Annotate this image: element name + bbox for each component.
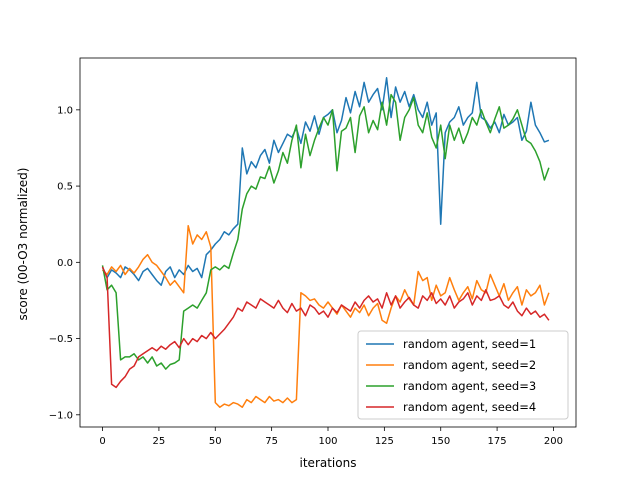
legend-box [357,330,569,420]
x-axis-label: iterations [300,456,357,470]
legend-label-seed-3: random agent, seed=3 [403,379,536,393]
series-line-seed-2 [101,224,550,408]
series-line-seed-4 [101,266,550,389]
x-tick-label: 25 [153,436,166,447]
x-tick-label: 0 [99,436,105,447]
y-tick-label: −1.0 [49,410,73,421]
y-tick-label: 1.0 [57,105,73,116]
legend-label-seed-2: random agent, seed=2 [403,358,536,372]
axes: 0 25 50 75 100 125 150 175 200 −1.0 −0.5 0.0 0.5 1.0 [49,57,577,447]
series-line-seed-3 [101,93,550,370]
legend: random agent, seed=1 random agent, seed=2… [357,330,569,420]
legend-label-seed-1: random agent, seed=1 [403,337,536,351]
y-axis-label: score (00-O3 normalized) [16,168,30,321]
x-tick-label: 175 [488,436,507,447]
y-tick-label: 0.5 [57,182,73,193]
x-tick-label: 150 [431,436,450,447]
x-tick-label: 50 [209,436,222,447]
x-tick-label: 125 [375,436,394,447]
series-lines [101,77,550,408]
y-tick-label: −0.5 [49,334,73,345]
legend-label-seed-4: random agent, seed=4 [403,400,536,414]
x-tick-label: 200 [544,436,563,447]
series-line-seed-1 [101,77,550,286]
x-tick-label: 100 [318,436,337,447]
x-tick-label: 75 [265,436,278,447]
y-tick-label: 0.0 [57,258,73,269]
